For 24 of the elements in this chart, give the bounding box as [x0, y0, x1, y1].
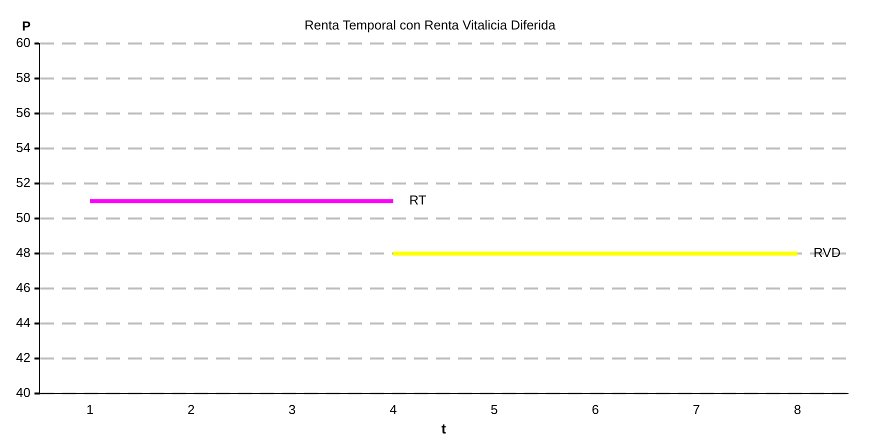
y-tick-label: 58 [16, 70, 30, 86]
x-tick-label: 2 [187, 402, 195, 417]
y-tick-label: 40 [16, 385, 30, 400]
x-tick-label: 3 [288, 402, 296, 417]
y-tick-label: 60 [16, 35, 30, 50]
series-label: RVD [813, 245, 841, 260]
y-tick-label: 56 [16, 105, 30, 120]
y-axis-title: P [22, 18, 31, 34]
x-tick-label: 5 [490, 402, 498, 417]
x-tick-label: 1 [86, 402, 94, 417]
y-tick-label: 50 [16, 210, 30, 226]
x-tick-label: 7 [692, 402, 700, 417]
y-tick-label: 48 [16, 245, 30, 260]
x-tick-label: 6 [592, 402, 599, 417]
y-tick-label: 44 [16, 315, 30, 330]
x-tick-label: 8 [794, 402, 802, 417]
series-label: RT [409, 192, 426, 208]
chart-title: Renta Temporal con Renta Vitalicia Diferida [304, 17, 556, 32]
y-tick-label: 42 [16, 350, 30, 366]
x-tick-label: 4 [390, 402, 397, 417]
y-tick-label: 54 [16, 140, 30, 156]
y-tick-label: 46 [16, 280, 30, 296]
y-tick-label: 52 [16, 175, 30, 190]
x-axis-title: t [441, 420, 446, 436]
